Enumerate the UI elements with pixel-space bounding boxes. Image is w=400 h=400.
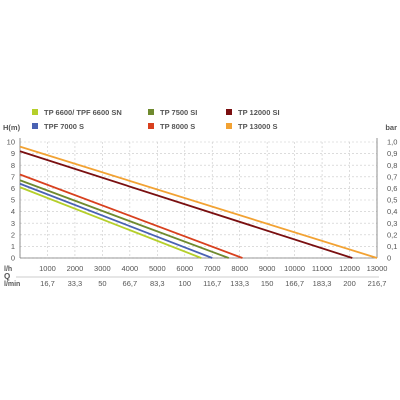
y-left-tick-label: 8: [11, 161, 15, 170]
x-tick-label-lh: 3000: [94, 264, 111, 273]
x-tick-label-lmin: 216,7: [368, 279, 387, 288]
y-left-tick-label: 6: [11, 184, 15, 193]
y-left-tick-label: 4: [11, 207, 15, 216]
y-right-tick-label: 0,2: [387, 230, 397, 239]
series-line: [19, 179, 230, 259]
x-tick-label-lh: 6000: [176, 264, 193, 273]
y-left-tick-label: 2: [11, 230, 15, 239]
y-right-tick-label: 0,9: [387, 149, 397, 158]
legend-swatch: [148, 123, 154, 129]
x-tick-label-lmin: 166,7: [285, 279, 304, 288]
x-tick-label-lh: 13000: [367, 264, 388, 273]
tick-labels: 01234567891000,10,20,30,40,50,60,70,80,9…: [3, 123, 397, 288]
legend-label: TP 6600/ TPF 6600 SN: [44, 108, 122, 117]
x-tick-label-lh: 11000: [312, 264, 332, 273]
legend-label: TP 7500 SI: [160, 108, 197, 117]
x-row-flow-unit-label: l/h: [4, 266, 12, 273]
x-tick-label-lh: 2000: [67, 264, 84, 273]
legend-swatch: [226, 123, 232, 129]
y-right-tick-label: 0: [387, 254, 391, 263]
x-tick-label-lmin: 116,7: [203, 279, 221, 288]
x-tick-label-lh: 4000: [122, 264, 139, 273]
x-tick-label-lmin: 150: [261, 279, 274, 288]
y-right-tick-label: 0,1: [387, 242, 397, 251]
series-line: [19, 182, 213, 259]
x-row-min-unit-label: l/min: [4, 281, 20, 288]
x-tick-label-lh: 1000: [39, 264, 56, 273]
y-left-axis-title: H(m): [3, 123, 21, 132]
y-right-axis-title: bar: [385, 123, 397, 132]
y-left-tick-label: 7: [11, 172, 15, 181]
series-line: [19, 150, 353, 259]
axes: [16, 138, 379, 278]
y-right-tick-label: 0,6: [387, 184, 397, 193]
x-tick-label-lmin: 66,7: [123, 279, 138, 288]
y-right-tick-label: 0,5: [387, 196, 397, 205]
series-line: [19, 145, 378, 259]
y-right-tick-label: 1,0: [387, 138, 397, 147]
legend: TP 6600/ TPF 6600 SN TPF 7000 S TP 7500 SI…: [32, 108, 280, 131]
legend-swatch: [226, 109, 232, 115]
x-tick-label-lmin: 83,3: [150, 279, 165, 288]
y-left-tick-label: 9: [11, 149, 15, 158]
y-right-tick-label: 0,4: [387, 207, 397, 216]
y-left-tick-label: 0: [11, 254, 15, 263]
x-tick-label-lmin: 183,3: [313, 279, 332, 288]
x-tick-label-lmin: 50: [98, 279, 106, 288]
y-left-tick-label: 1: [11, 242, 15, 251]
y-right-tick-label: 0,7: [387, 172, 397, 181]
y-right-tick-label: 0,8: [387, 161, 397, 170]
y-left-tick-label: 5: [11, 196, 15, 205]
x-tick-label-lh: 8000: [231, 264, 248, 273]
x-tick-label-lmin: 200: [343, 279, 356, 288]
x-tick-label-lmin: 133,3: [230, 279, 249, 288]
legend-swatch: [32, 109, 38, 115]
x-axis-letter-label: Q: [4, 272, 10, 281]
x-tick-label-lmin: 33,3: [68, 279, 83, 288]
legend-label: TPF 7000 S: [44, 122, 84, 131]
y-left-tick-label: 3: [11, 219, 15, 228]
legend-label: TP 13000 S: [238, 122, 277, 131]
legend-swatch: [32, 123, 38, 129]
x-tick-label-lh: 7000: [204, 264, 221, 273]
x-tick-label-lh: 10000: [284, 264, 305, 273]
x-tick-label-lh: 5000: [149, 264, 166, 273]
x-tick-label-lmin: 16,7: [40, 279, 55, 288]
series-line: [19, 186, 202, 259]
legend-label: TP 12000 SI: [238, 108, 280, 117]
series-line: [19, 173, 243, 259]
y-right-tick-label: 0,3: [387, 219, 397, 228]
series-lines: [19, 145, 378, 259]
y-left-tick-label: 10: [7, 138, 15, 147]
x-tick-label-lh: 9000: [259, 264, 276, 273]
legend-swatch: [148, 109, 154, 115]
x-tick-label-lmin: 100: [179, 279, 192, 288]
x-tick-label-lh: 12000: [339, 264, 360, 273]
legend-label: TP 8000 S: [160, 122, 195, 131]
